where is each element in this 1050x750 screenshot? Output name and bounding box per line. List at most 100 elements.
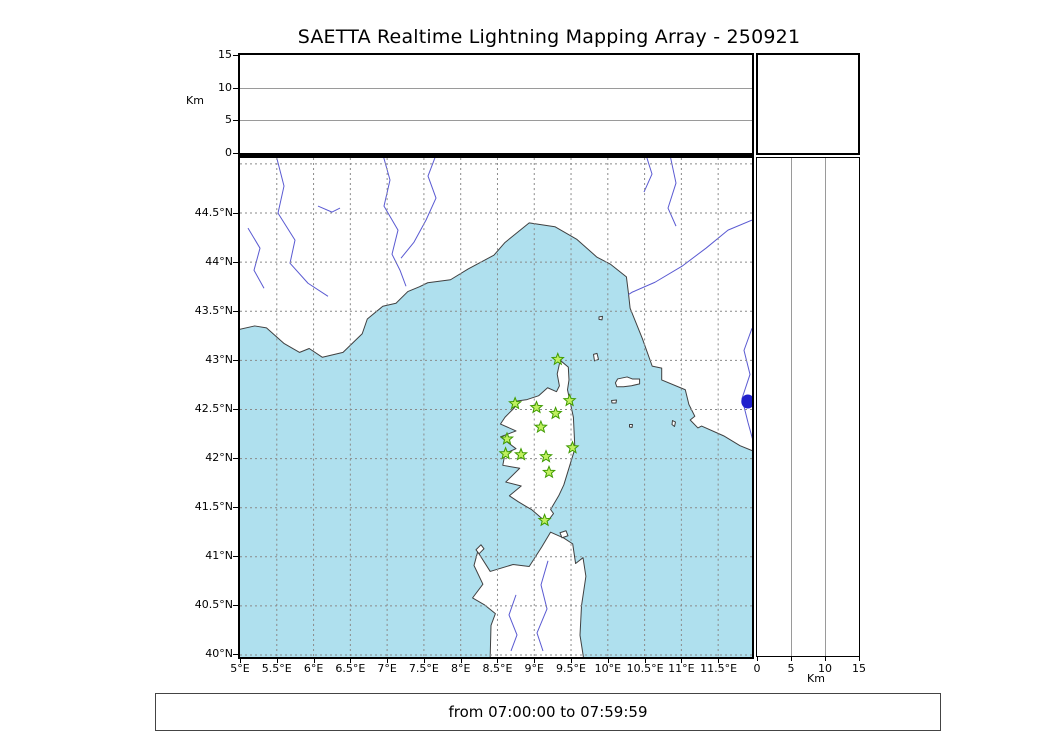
lat-tickmark [233,457,238,459]
island-montecristo [629,424,633,429]
alt-tick-label-right: 15 [852,662,866,675]
lon-tickmark [350,659,352,663]
alt-tickmark-top [233,153,238,154]
river [741,328,752,439]
island-pianosa [611,399,617,404]
altitude-longitude-panel [238,53,754,155]
lon-tickmark [607,659,609,663]
lon-tick-label: 8°E [450,662,471,675]
lon-tickmark [571,659,573,663]
station-marker [548,406,563,420]
lat-tickmark [233,654,238,656]
river [536,560,549,652]
lat-tick-label: 43°N [205,352,233,366]
lon-tick-label: 11.5°E [700,662,738,675]
time-range-box: from 07:00:00 to 07:59:59 [155,693,941,731]
river [667,158,677,227]
altitude-gridline [240,87,752,89]
alt-tick-label-top: 5 [225,113,232,127]
river [400,158,437,259]
lat-tick-label: 42°N [205,450,233,464]
lat-tick-label: 41°N [205,549,233,562]
lat-tick-label: 41.5°N [194,499,233,513]
alt-tick-label-right: 0 [753,662,761,675]
station-marker [562,393,577,407]
altitude-latitude-panel [756,157,860,657]
river [276,158,329,297]
lat-tickmark [233,605,238,607]
lat-tick-label: 40°N [205,647,233,661]
alt-tickmark-top [233,87,238,89]
lon-tickmark [681,659,683,663]
station-marker [508,396,523,410]
station-marker [498,446,513,460]
island-capraia [593,352,599,362]
lat-tickmark [233,261,238,263]
lon-tick-label: 5°E [230,662,250,675]
lat-tick-label: 43.5°N [194,303,233,317]
alt-tick-label-top: 10 [218,80,232,94]
river [383,158,407,287]
page-title: SAETTA Realtime Lightning Mapping Array … [297,26,801,48]
river [247,227,265,289]
map-panel [238,153,754,659]
island-gorgona [598,315,603,321]
island-corsica [500,359,576,521]
altitude-gridline [240,120,752,122]
alt-tick-label-right: 5 [787,662,795,675]
river [643,158,653,193]
altitude-axis-label-right: Km [807,672,825,685]
altitude-histogram-panel [756,53,860,155]
lon-tickmark [534,659,536,663]
river [628,219,752,295]
lon-tickmark [497,659,499,663]
alt-tick-label-top: 0 [225,146,232,159]
rivers-layer [247,158,752,652]
station-marker [499,431,515,445]
altitude-axis-label-top: Km [186,94,204,107]
alt-tickmark-right [791,657,792,661]
river [508,594,518,652]
island-asinara [475,544,485,555]
lon-tick-label: 5.5°E [261,662,292,675]
lon-tick-label: 9°E [524,662,544,675]
station-marker [550,352,565,366]
lon-tick-label: 10.5°E [626,662,664,675]
coastline-layer [240,158,752,657]
alt-tickmark-right [859,657,860,661]
lon-tick-label: 6.5°E [335,662,366,675]
river [317,205,341,213]
lon-tick-label: 7°E [377,662,397,675]
lat-tickmark [233,359,238,361]
alt-tickmark-top [233,120,238,122]
lat-tick-label: 40.5°N [194,598,233,612]
alt-tickmark-top [233,55,238,56]
lat-tickmark [233,212,238,214]
station-marker [565,440,580,454]
lat-tickmark [233,408,238,410]
lon-tickmark [313,659,315,663]
lon-tick-label: 6°E [303,662,324,675]
lon-tickmark [387,659,389,663]
lat-tick-label: 42.5°N [194,401,233,415]
island-elba [614,376,641,388]
lon-tick-label: 10°E [594,662,622,675]
lat-tickmark [233,556,238,557]
lon-tickmark [240,659,241,663]
island-giglio [671,420,676,428]
lat-tickmark [233,310,238,312]
alt-tick-label-right: 10 [818,662,832,675]
lon-tick-label: 8.5°E [482,662,513,675]
island-maddalena [559,530,569,539]
lon-tickmark [644,659,646,663]
lon-tickmark [423,659,425,663]
lon-tick-label: 11°E [668,662,695,675]
station-marker [513,447,529,461]
lon-tickmark [460,659,462,663]
alt-tickmark-right [825,657,826,661]
alt-tick-label-top: 15 [218,48,232,61]
lat-tick-label: 44.5°N [194,205,233,219]
alt-tickmark-right [757,657,758,661]
lat-tick-label: 44°N [205,254,233,268]
